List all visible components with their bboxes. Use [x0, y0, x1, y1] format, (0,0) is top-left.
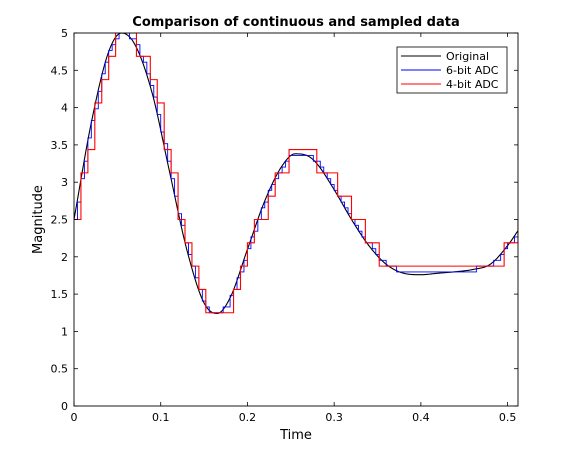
legend-label-4bit: 4-bit ADC	[446, 78, 499, 91]
series-4bit-adc-line	[74, 33, 518, 314]
y-tick-label: 5	[61, 27, 68, 40]
legend-label-6bit: 6-bit ADC	[446, 64, 499, 77]
x-tick-label: 0.3	[325, 411, 343, 424]
x-tick-label: 0	[71, 411, 78, 424]
x-tick-label: 0.2	[239, 411, 257, 424]
y-tick-label: 1.5	[51, 288, 69, 301]
y-tick-label: 2.5	[51, 214, 69, 227]
plot-area	[74, 33, 518, 406]
legend-label-original: Original	[446, 50, 489, 63]
y-tick-label: 0	[61, 400, 68, 413]
x-tick-label: 0.1	[152, 411, 170, 424]
y-axis-label: Magnitude	[31, 185, 46, 254]
y-tick-label: 1	[61, 325, 68, 338]
y-tick-label: 3	[61, 176, 68, 189]
y-tick-label: 2	[61, 251, 68, 264]
ticks-layer: 0 0.1 0.2 0.3 0.4 0.5 0 0.5 1 1.5 2 2.5 3 3.5 4 4.5 5	[51, 27, 518, 424]
legend: Original 6-bit ADC 4-bit ADC	[396, 46, 508, 94]
y-tick-label: 3.5	[51, 139, 69, 152]
x-axis-label: Time	[279, 428, 312, 443]
y-tick-label: 0.5	[51, 363, 69, 376]
series-original-line	[74, 33, 518, 315]
y-tick-label: 4	[61, 102, 68, 115]
series-layer	[74, 33, 518, 315]
y-tick-label: 4.5	[51, 64, 69, 77]
x-tick-label: 0.4	[412, 411, 430, 424]
chart-title: Comparison of continuous and sampled dat…	[132, 15, 459, 30]
x-tick-label: 0.5	[499, 411, 517, 424]
